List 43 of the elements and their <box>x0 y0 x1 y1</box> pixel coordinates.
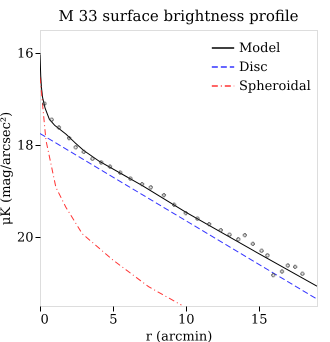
point <box>108 164 112 169</box>
legend-label: Disc <box>239 60 268 75</box>
x-tick-label: 10 <box>178 312 195 328</box>
point <box>118 170 122 175</box>
y-axis-title: μK (mag/arcsec²) <box>0 112 14 226</box>
point <box>50 118 54 122</box>
point <box>82 150 86 154</box>
point <box>140 182 144 186</box>
point <box>42 101 47 106</box>
point <box>128 176 133 181</box>
point <box>56 125 62 130</box>
y-tick-label: 20 <box>16 230 34 246</box>
point <box>195 216 200 221</box>
y-tick-label: 18 <box>16 138 34 154</box>
point <box>90 156 95 161</box>
point <box>271 273 276 278</box>
point <box>148 185 153 190</box>
point <box>242 233 247 238</box>
x-tick-label: 5 <box>109 312 118 328</box>
point <box>172 202 176 207</box>
point <box>74 145 78 150</box>
point <box>218 228 223 232</box>
point <box>265 253 270 258</box>
point <box>236 237 240 242</box>
point <box>67 136 72 140</box>
point <box>206 222 212 226</box>
line-series <box>40 76 182 306</box>
point <box>162 193 166 198</box>
legend-label: Spheroidal <box>239 79 311 94</box>
point <box>184 210 188 216</box>
x-tick-label: 0 <box>40 312 49 328</box>
y-tick-label: 16 <box>16 46 34 62</box>
point <box>280 269 284 274</box>
point <box>293 264 298 270</box>
point <box>250 242 255 246</box>
point <box>99 160 104 165</box>
point <box>300 272 305 276</box>
legend-label: Model <box>239 41 280 56</box>
point <box>286 263 290 268</box>
chart-title: M 33 surface brightness profile <box>58 7 299 25</box>
point <box>259 248 264 253</box>
point <box>227 232 232 237</box>
x-tick-label: 15 <box>250 312 268 328</box>
